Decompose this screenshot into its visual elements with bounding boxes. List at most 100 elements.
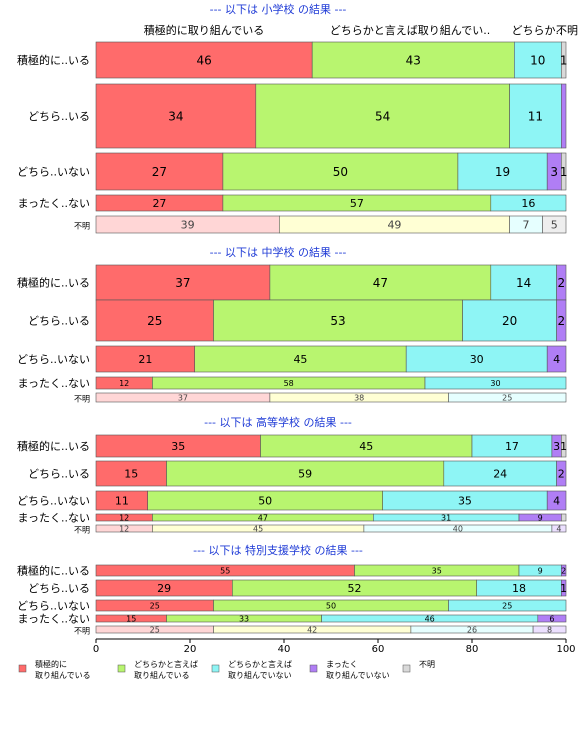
- legend-swatch: [402, 664, 411, 673]
- legend-label: 取り組んでいる: [134, 670, 190, 680]
- data-label: 21: [138, 353, 152, 366]
- data-label: 6: [549, 614, 554, 623]
- data-label: 17: [505, 440, 519, 453]
- bar-segment: [95, 460, 167, 487]
- x-tick-label: 80: [466, 644, 479, 655]
- row-label: 不明: [74, 526, 90, 535]
- panel-title: --- 以下は 中学校 の結果 ---: [210, 245, 347, 259]
- data-label: 2: [557, 314, 565, 328]
- row-label: どちら..いない: [17, 166, 90, 179]
- bar-segment: [556, 299, 567, 342]
- data-label: 2: [557, 276, 565, 290]
- data-label: 30: [490, 379, 500, 388]
- row-label: まったく..ない: [17, 377, 90, 390]
- data-label: 50: [333, 165, 348, 179]
- bar-segment: [443, 460, 557, 487]
- data-label: 50: [326, 601, 336, 610]
- bar-segment: [560, 152, 567, 191]
- data-label: 9: [538, 513, 543, 522]
- bar-segment: [213, 299, 463, 342]
- data-label: 47: [373, 276, 388, 290]
- bar-segment: [95, 299, 214, 342]
- data-label: 46: [196, 53, 211, 67]
- bar-segment: [490, 194, 567, 212]
- x-tick-label: 0: [93, 644, 99, 655]
- bar-segment: [546, 490, 567, 511]
- bar-segment: [537, 614, 567, 623]
- bar-segment: [95, 152, 224, 191]
- row-label: まったく..ない: [17, 512, 90, 525]
- legend-label: 取り組んでいない: [228, 670, 292, 680]
- x-tick-label: 40: [278, 644, 291, 655]
- legend-label: 積極的に: [35, 659, 67, 669]
- data-label: 7: [523, 218, 530, 231]
- data-label: 25: [502, 393, 512, 402]
- bar-segment: [255, 83, 510, 149]
- row-label: まったく..ない: [17, 613, 90, 626]
- panel-title: --- 以下は 高等学校 の結果 ---: [204, 415, 352, 429]
- row-label: 積極的に..いる: [17, 276, 90, 290]
- legend-label: 取り組んでいる: [35, 670, 91, 680]
- legend-label: 不明: [419, 660, 435, 669]
- data-label: 18: [512, 582, 526, 595]
- row-label: どちら..いる: [28, 110, 90, 123]
- bar-segment: [560, 434, 567, 458]
- data-label: 58: [284, 379, 294, 388]
- data-label: 25: [150, 601, 160, 610]
- column-header: どちらかと言えば取り組んでい..: [330, 24, 490, 37]
- bar-segment: [560, 579, 567, 597]
- data-label: 5: [551, 218, 558, 231]
- bar-segment: [269, 264, 492, 301]
- bar-segment: [462, 299, 557, 342]
- bar-segment: [532, 625, 567, 634]
- data-label: 42: [307, 625, 317, 634]
- row-label: 積極的に..いる: [17, 53, 90, 67]
- data-label: 35: [432, 566, 442, 575]
- bar-segment: [560, 564, 567, 577]
- column-header: 積極的に取り組んでいる: [144, 23, 264, 37]
- data-label: 50: [258, 494, 272, 507]
- panel-title: --- 以下は 特別支援学校 の結果 ---: [193, 543, 363, 557]
- data-label: 39: [181, 218, 195, 231]
- data-label: 26: [467, 625, 477, 634]
- data-label: 19: [495, 165, 510, 179]
- data-label: 14: [516, 276, 531, 290]
- data-label: 4: [556, 524, 561, 533]
- legend-swatch: [309, 664, 318, 673]
- data-label: 27: [152, 165, 167, 179]
- row-label: どちら..いない: [17, 353, 90, 366]
- bar-segment: [95, 345, 195, 373]
- row-label: どちら..いない: [17, 600, 90, 613]
- bar-segment: [222, 152, 459, 191]
- bar-segment: [457, 152, 548, 191]
- data-label: 24: [493, 467, 507, 480]
- data-label: 59: [298, 467, 312, 480]
- data-label: 12: [119, 379, 129, 388]
- data-label: 45: [359, 440, 373, 453]
- bar-segment: [95, 264, 271, 301]
- data-label: 38: [354, 393, 364, 402]
- data-label: 2: [561, 566, 566, 575]
- data-label: 43: [406, 53, 421, 67]
- data-label: 1: [560, 440, 567, 453]
- bar-segment: [95, 83, 257, 149]
- legend-swatch: [117, 664, 126, 673]
- data-label: 34: [168, 109, 183, 123]
- data-label: 4: [553, 353, 560, 366]
- bar-segment: [513, 41, 562, 79]
- data-label: 1: [560, 53, 568, 67]
- data-label: 3: [553, 440, 560, 453]
- data-label: 1: [560, 582, 567, 595]
- data-label: 1: [560, 165, 568, 179]
- data-label: 37: [175, 276, 190, 290]
- data-label: 57: [350, 197, 364, 210]
- data-label: 15: [126, 614, 136, 623]
- bar-segment: [166, 460, 445, 487]
- bar-segment: [490, 264, 557, 301]
- bar-segment: [551, 524, 567, 533]
- bar-segment: [194, 345, 407, 373]
- data-label: 52: [348, 582, 362, 595]
- data-label: 8: [547, 625, 552, 634]
- bar-segment: [95, 41, 313, 79]
